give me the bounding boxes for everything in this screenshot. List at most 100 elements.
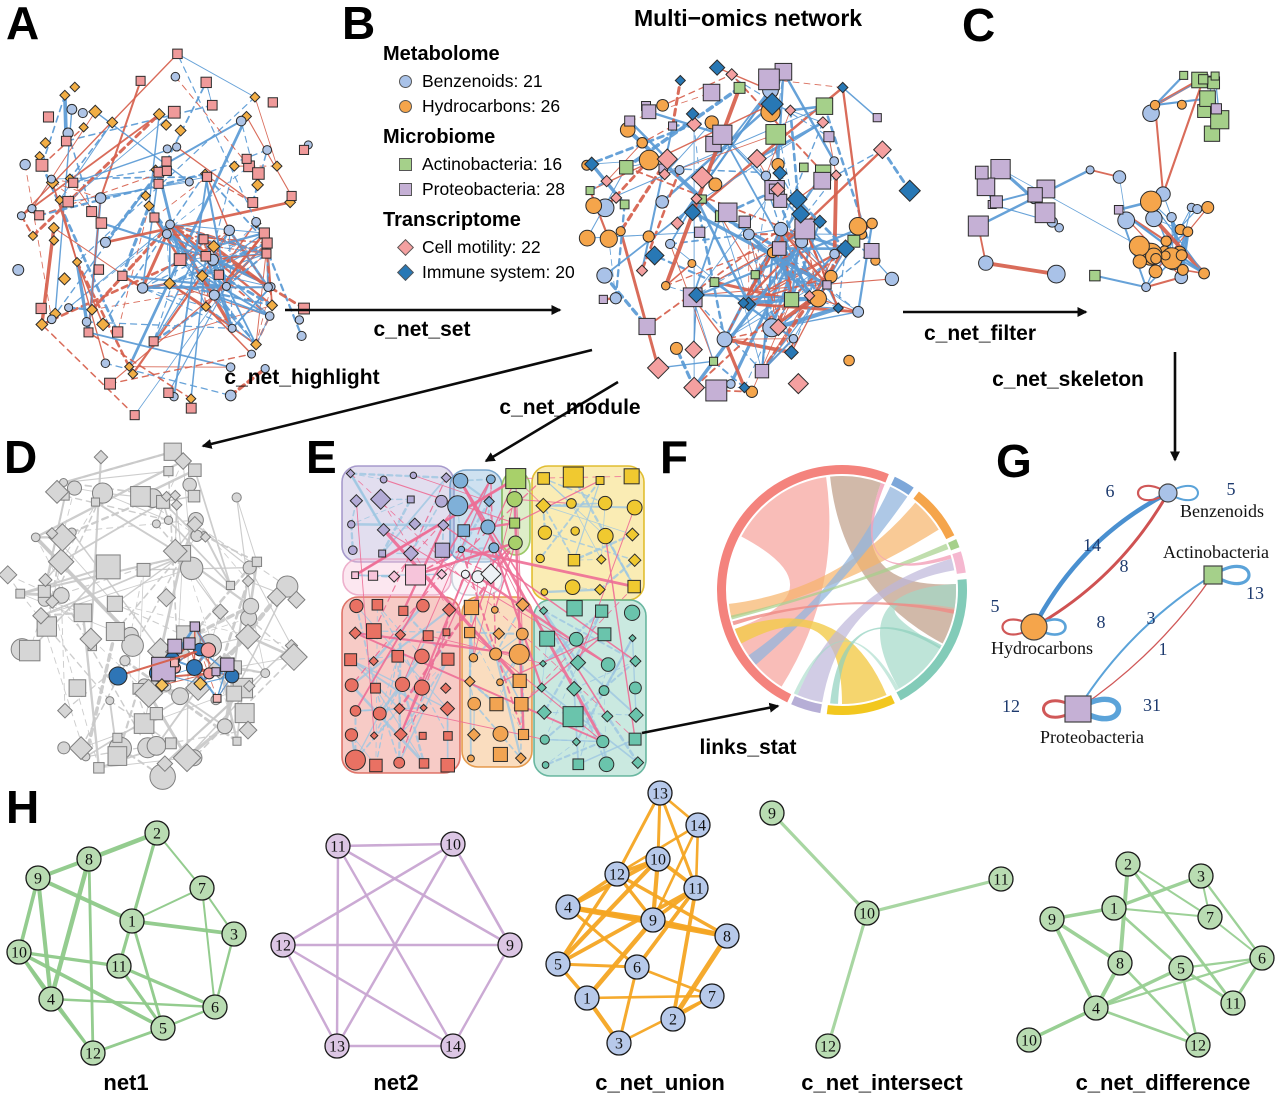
svg-text:3: 3 bbox=[1197, 869, 1205, 886]
svg-text:6: 6 bbox=[1106, 481, 1115, 501]
svg-text:8: 8 bbox=[1120, 556, 1129, 576]
svg-text:11: 11 bbox=[330, 839, 345, 856]
legend-item-label: Proteobacteria: 28 bbox=[422, 179, 566, 199]
svg-text:5: 5 bbox=[1227, 479, 1236, 499]
svg-text:14: 14 bbox=[445, 1039, 461, 1056]
legend-item: Benzenoids: 21 bbox=[399, 71, 575, 92]
svg-text:10: 10 bbox=[650, 852, 666, 869]
legend-item: Proteobacteria: 28 bbox=[399, 179, 575, 200]
svg-text:9: 9 bbox=[768, 806, 776, 823]
flow-arrows bbox=[201, 305, 1180, 735]
panel-a-network bbox=[12, 48, 313, 421]
svg-text:9: 9 bbox=[506, 938, 514, 955]
svg-text:Hydrocarbons: Hydrocarbons bbox=[991, 638, 1093, 658]
svg-text:11: 11 bbox=[993, 872, 1008, 889]
svg-text:14: 14 bbox=[690, 818, 706, 835]
svg-text:3: 3 bbox=[615, 1036, 623, 1053]
h-network-net2: 9 10 11 12 13 14 bbox=[270, 831, 523, 1059]
svg-text:11: 11 bbox=[1225, 996, 1240, 1013]
svg-text:Actinobacteria: Actinobacteria bbox=[1163, 542, 1269, 562]
legend-item: Immune system: 20 bbox=[397, 262, 575, 283]
panel-d-gray-network bbox=[0, 442, 308, 790]
panel-g-skeleton: 6 5 5 8 13 12 31 14 8 31 Benzenoids Hydrocarbons Act… bbox=[991, 479, 1269, 747]
svg-text:2: 2 bbox=[1124, 857, 1132, 874]
svg-text:13: 13 bbox=[1246, 583, 1264, 603]
svg-text:9: 9 bbox=[34, 871, 42, 888]
panel-c-network bbox=[967, 70, 1230, 293]
svg-text:12: 12 bbox=[85, 1046, 101, 1063]
panel-b-network bbox=[578, 59, 922, 402]
h-network-c_net_intersect: 9 10 11 12 bbox=[759, 800, 1014, 1059]
svg-text:10: 10 bbox=[445, 837, 461, 854]
svg-text:31: 31 bbox=[1143, 695, 1161, 715]
legend-item: Hydrocarbons: 26 bbox=[399, 96, 575, 117]
legend-section-title: Metabolome bbox=[383, 43, 500, 65]
svg-text:7: 7 bbox=[198, 881, 206, 898]
svg-text:12: 12 bbox=[609, 867, 625, 884]
svg-text:1: 1 bbox=[583, 991, 591, 1008]
svg-text:14: 14 bbox=[1083, 535, 1101, 555]
diamond-marker-icon bbox=[397, 239, 414, 256]
svg-text:4: 4 bbox=[47, 992, 55, 1009]
svg-text:10: 10 bbox=[859, 906, 875, 923]
diamond-marker-icon bbox=[397, 264, 414, 281]
svg-text:12: 12 bbox=[820, 1039, 836, 1056]
svg-text:6: 6 bbox=[211, 1000, 219, 1017]
svg-text:Benzenoids: Benzenoids bbox=[1180, 501, 1264, 521]
svg-text:5: 5 bbox=[554, 957, 562, 974]
legend-item: Actinobacteria: 16 bbox=[399, 154, 575, 175]
svg-text:2: 2 bbox=[153, 826, 161, 843]
svg-text:5: 5 bbox=[991, 596, 1000, 616]
svg-text:4: 4 bbox=[564, 900, 572, 917]
svg-text:7: 7 bbox=[708, 989, 716, 1006]
svg-text:4: 4 bbox=[1092, 1001, 1100, 1018]
svg-text:8: 8 bbox=[85, 852, 93, 869]
square-marker-icon bbox=[399, 158, 412, 171]
svg-text:8: 8 bbox=[1097, 612, 1106, 632]
arrow-highlight bbox=[201, 348, 593, 449]
svg-text:11: 11 bbox=[688, 881, 703, 898]
svg-text:13: 13 bbox=[652, 786, 668, 803]
legend-item-label: Cell motility: 22 bbox=[422, 237, 541, 257]
svg-text:1: 1 bbox=[1110, 901, 1118, 918]
svg-text:1: 1 bbox=[1159, 639, 1168, 659]
svg-text:Proteobacteria: Proteobacteria bbox=[1040, 727, 1144, 747]
square-marker-icon bbox=[399, 183, 412, 196]
svg-text:8: 8 bbox=[1116, 956, 1124, 973]
legend-section-title: Transcriptome bbox=[383, 209, 521, 231]
svg-text:12: 12 bbox=[1002, 696, 1020, 716]
circle-marker-icon bbox=[399, 100, 412, 113]
arrow-module bbox=[484, 380, 619, 463]
svg-text:9: 9 bbox=[1048, 912, 1056, 929]
legend-item-label: Hydrocarbons: 26 bbox=[422, 96, 561, 116]
legend-item-label: Actinobacteria: 16 bbox=[422, 154, 563, 174]
circle-marker-icon bbox=[399, 75, 412, 88]
svg-text:10: 10 bbox=[1021, 1033, 1037, 1050]
svg-text:2: 2 bbox=[669, 1012, 677, 1029]
svg-text:10: 10 bbox=[11, 945, 27, 962]
svg-text:6: 6 bbox=[1258, 951, 1266, 968]
svg-text:6: 6 bbox=[633, 960, 641, 977]
svg-text:13: 13 bbox=[329, 1039, 345, 1056]
svg-text:9: 9 bbox=[649, 913, 657, 930]
legend-section-title: Microbiome bbox=[383, 126, 496, 148]
svg-text:8: 8 bbox=[723, 929, 731, 946]
svg-text:12: 12 bbox=[1190, 1038, 1206, 1055]
legend: Metabolome Benzenoids: 21 Hydrocarbons: 26… bbox=[383, 34, 575, 287]
svg-text:5: 5 bbox=[159, 1021, 167, 1038]
panel-f-chord-diagram bbox=[717, 465, 967, 715]
svg-text:7: 7 bbox=[1206, 910, 1214, 927]
svg-text:11: 11 bbox=[111, 959, 126, 976]
legend-item: Cell motility: 22 bbox=[397, 237, 575, 258]
panel-e-modules bbox=[341, 465, 647, 777]
panel-d-highlight-cluster bbox=[108, 621, 240, 703]
svg-text:12: 12 bbox=[275, 938, 291, 955]
legend-item-label: Benzenoids: 21 bbox=[422, 71, 543, 91]
svg-text:1: 1 bbox=[128, 914, 136, 931]
svg-text:5: 5 bbox=[1177, 961, 1185, 978]
